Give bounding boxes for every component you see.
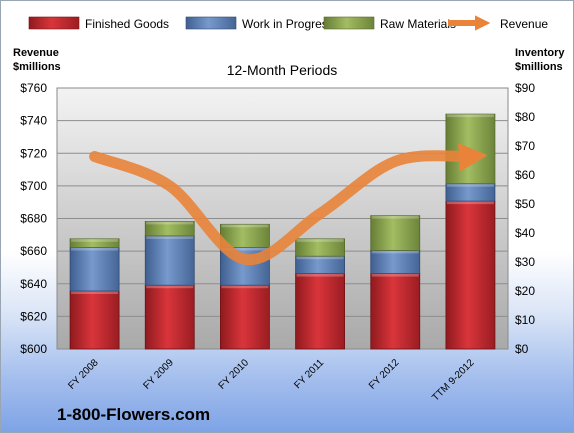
bar-raw-materials-highlight	[296, 238, 344, 242]
left-tick-label: $660	[20, 244, 47, 258]
right-tick-label: $80	[515, 110, 535, 124]
legend-swatch-raw-materials	[323, 16, 375, 30]
right-tick-label: $50	[515, 197, 535, 211]
bar-raw-materials-highlight	[371, 215, 419, 219]
left-tick-label: $740	[20, 114, 47, 128]
right-tick-label: $40	[515, 226, 535, 240]
bar-finished-goods-highlight	[371, 273, 419, 277]
legend-item-work-in-progress: Work in Progress	[185, 16, 334, 31]
bar-finished-goods-highlight	[296, 273, 344, 277]
legend-item-finished-goods: Finished Goods	[28, 16, 169, 31]
category-label: FY 2009	[141, 357, 176, 392]
left-tick-label: $760	[20, 81, 47, 95]
legend-label-raw-materials: Raw Materials	[380, 17, 456, 31]
right-tick-label: $30	[515, 255, 535, 269]
right-tick-label: $20	[515, 284, 535, 298]
right-axis-title-line2: $millions	[515, 61, 563, 73]
bar-finished-goods	[69, 290, 120, 350]
left-tick-label: $620	[20, 309, 47, 323]
bar-finished-goods-highlight	[146, 285, 194, 289]
legend-label-revenue: Revenue	[500, 17, 548, 31]
right-tick-label: $70	[515, 139, 535, 153]
left-axis-title-line1: Revenue	[13, 47, 59, 59]
right-tick-label: $0	[515, 342, 529, 356]
left-axis-ticks: $600 $620 $640 $660 $680 $700 $720 $740 $760	[20, 81, 47, 356]
left-axis-title-line2: $millions	[13, 61, 61, 73]
bar-raw-materials	[370, 215, 421, 251]
right-tick-label: $90	[515, 81, 535, 95]
left-tick-label: $720	[20, 146, 47, 160]
right-tick-label: $60	[515, 168, 535, 182]
bar-finished-goods	[370, 273, 421, 350]
right-axis-title-line1: Inventory	[515, 47, 565, 59]
legend-label-work-in-progress: Work in Progress	[242, 17, 334, 31]
legend-item-revenue: Revenue	[448, 15, 548, 31]
category-label: FY 2011	[292, 357, 326, 391]
left-tick-label: $640	[20, 277, 47, 291]
bar-finished-goods	[220, 284, 270, 350]
category-label: FY 2010	[217, 357, 252, 392]
right-tick-label: $10	[515, 313, 535, 327]
bar-work-in-progress-highlight	[71, 247, 119, 251]
left-tick-label: $700	[20, 179, 47, 193]
legend-swatch-finished-goods	[28, 16, 80, 30]
bar-finished-goods-highlight	[221, 285, 269, 289]
bar-work-in-progress	[69, 247, 120, 292]
bar-work-in-progress	[144, 235, 195, 286]
bar-raw-materials	[144, 220, 195, 237]
category-label: FY 2012	[367, 357, 402, 392]
bar-work-in-progress	[370, 249, 421, 274]
bar-finished-goods-highlight	[71, 291, 119, 294]
revenue-line-layer	[89, 142, 488, 266]
bar-finished-goods	[295, 273, 345, 350]
bar-work-in-progress-highlight	[296, 256, 344, 260]
legend-swatch-work-in-progress	[185, 16, 237, 30]
legend-label-finished-goods: Finished Goods	[85, 17, 169, 31]
bar-raw-materials	[445, 113, 496, 185]
company-name: 1-800-Flowers.com	[57, 405, 211, 424]
bar-work-in-progress-highlight	[221, 247, 269, 251]
chart-title: 12-Month Periods	[227, 62, 338, 78]
category-label: TTM 9-2012	[430, 357, 477, 404]
bar-raw-materials-highlight	[446, 114, 494, 118]
bar-raw-materials	[295, 238, 345, 257]
legend-item-raw-materials: Raw Materials	[323, 16, 456, 31]
bar-finished-goods	[144, 284, 195, 350]
bar-work-in-progress-highlight	[371, 250, 419, 254]
bar-raw-materials-highlight	[71, 238, 119, 242]
bar-work-in-progress-highlight	[146, 235, 194, 239]
left-tick-label: $600	[20, 342, 47, 356]
bar-raw-materials-highlight	[221, 224, 269, 228]
bar-raw-materials-highlight	[146, 221, 194, 225]
bar-finished-goods-highlight	[446, 201, 494, 205]
revenue-line	[89, 142, 488, 266]
bar-work-in-progress-highlight	[446, 183, 494, 187]
legend: Finished Goods Work in Progress Raw Mate…	[28, 15, 548, 31]
bar-finished-goods	[445, 200, 496, 350]
left-tick-label: $680	[20, 212, 47, 226]
right-axis-ticks: $0 $10 $20 $30 $40 $50 $60 $70 $80 $90	[515, 81, 535, 356]
category-labels: FY 2008 FY 2009 FY 2010 FY 2011 FY 2012 TTM 9…	[66, 357, 477, 404]
bar-raw-materials	[69, 238, 120, 248]
category-label: FY 2008	[66, 357, 101, 392]
